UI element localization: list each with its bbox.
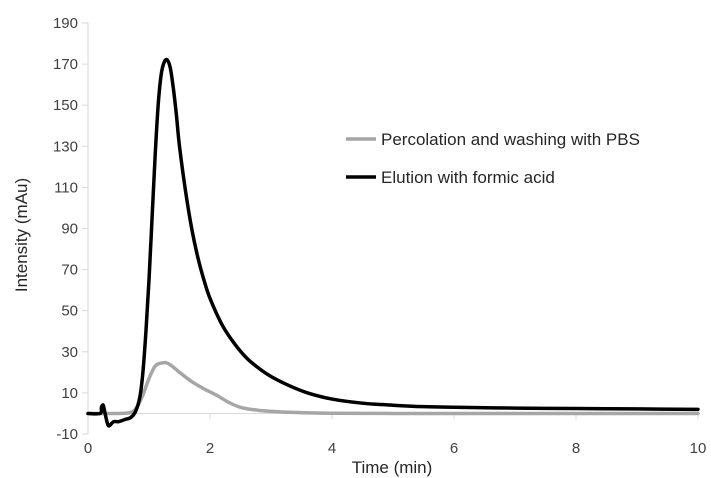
legend: Percolation and washing with PBS Elution…: [346, 130, 640, 187]
y-tick-label: 70: [61, 262, 78, 279]
legend-label-elution: Elution with formic acid: [381, 168, 555, 187]
series-layer: [86, 57, 700, 428]
x-axis-title: Time (min): [352, 458, 433, 477]
y-tick-labels: -10 10 30 50 70 90 110 130 150 170 190: [53, 15, 78, 443]
y-tick-label: 90: [61, 221, 78, 238]
y-tick-label: 110: [54, 179, 78, 196]
x-tick-label: 8: [572, 440, 580, 457]
series-line-elution: [86, 57, 700, 428]
y-tick-label: 10: [61, 385, 78, 402]
x-tick-labels: 0 2 4 6 8 10: [84, 440, 707, 457]
x-tick-label: 6: [450, 440, 458, 457]
y-tick-label: 170: [53, 56, 78, 73]
y-tick-label: 150: [53, 97, 78, 114]
y-tick-label: 130: [53, 138, 78, 155]
y-tick-label: 190: [53, 15, 78, 32]
x-tick-label: 4: [328, 440, 336, 457]
y-tick-label: 30: [61, 344, 78, 361]
x-tick-label: 0: [84, 440, 92, 457]
y-tick-label: -10: [56, 426, 78, 443]
x-tick-label: 10: [690, 440, 707, 457]
y-axis-title: Intensity (mAu): [12, 178, 31, 292]
y-tick-label: 50: [61, 303, 78, 320]
legend-label-percolation: Percolation and washing with PBS: [381, 130, 640, 149]
x-tick-label: 2: [206, 440, 214, 457]
